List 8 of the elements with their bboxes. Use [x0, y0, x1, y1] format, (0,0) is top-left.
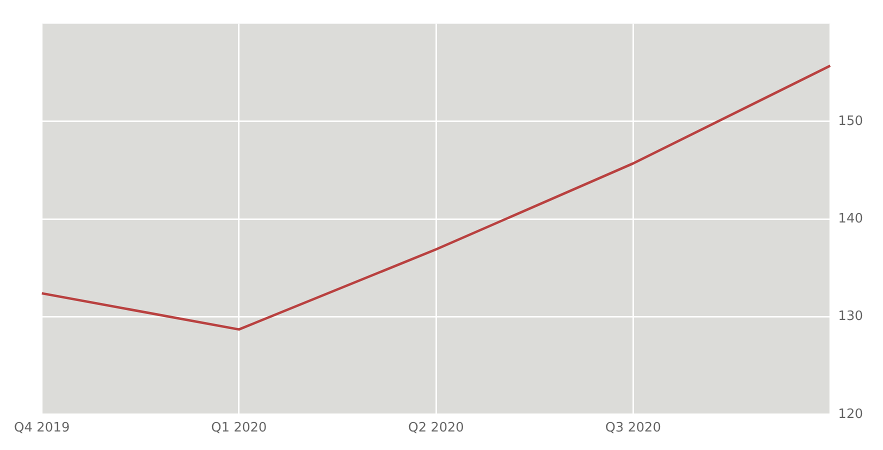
y-tick-label: 150: [838, 114, 864, 129]
y-tick-label: 120: [838, 406, 864, 422]
x-tick-label: Q4 2019: [14, 420, 70, 436]
x-tick-label: Q2 2020: [408, 420, 464, 436]
y-tick-label: 130: [838, 309, 864, 324]
x-tick-label: Q1 2020: [211, 420, 267, 436]
x-tick-label: Q3 2020: [605, 420, 661, 436]
y-tick-label: 140: [838, 211, 864, 226]
